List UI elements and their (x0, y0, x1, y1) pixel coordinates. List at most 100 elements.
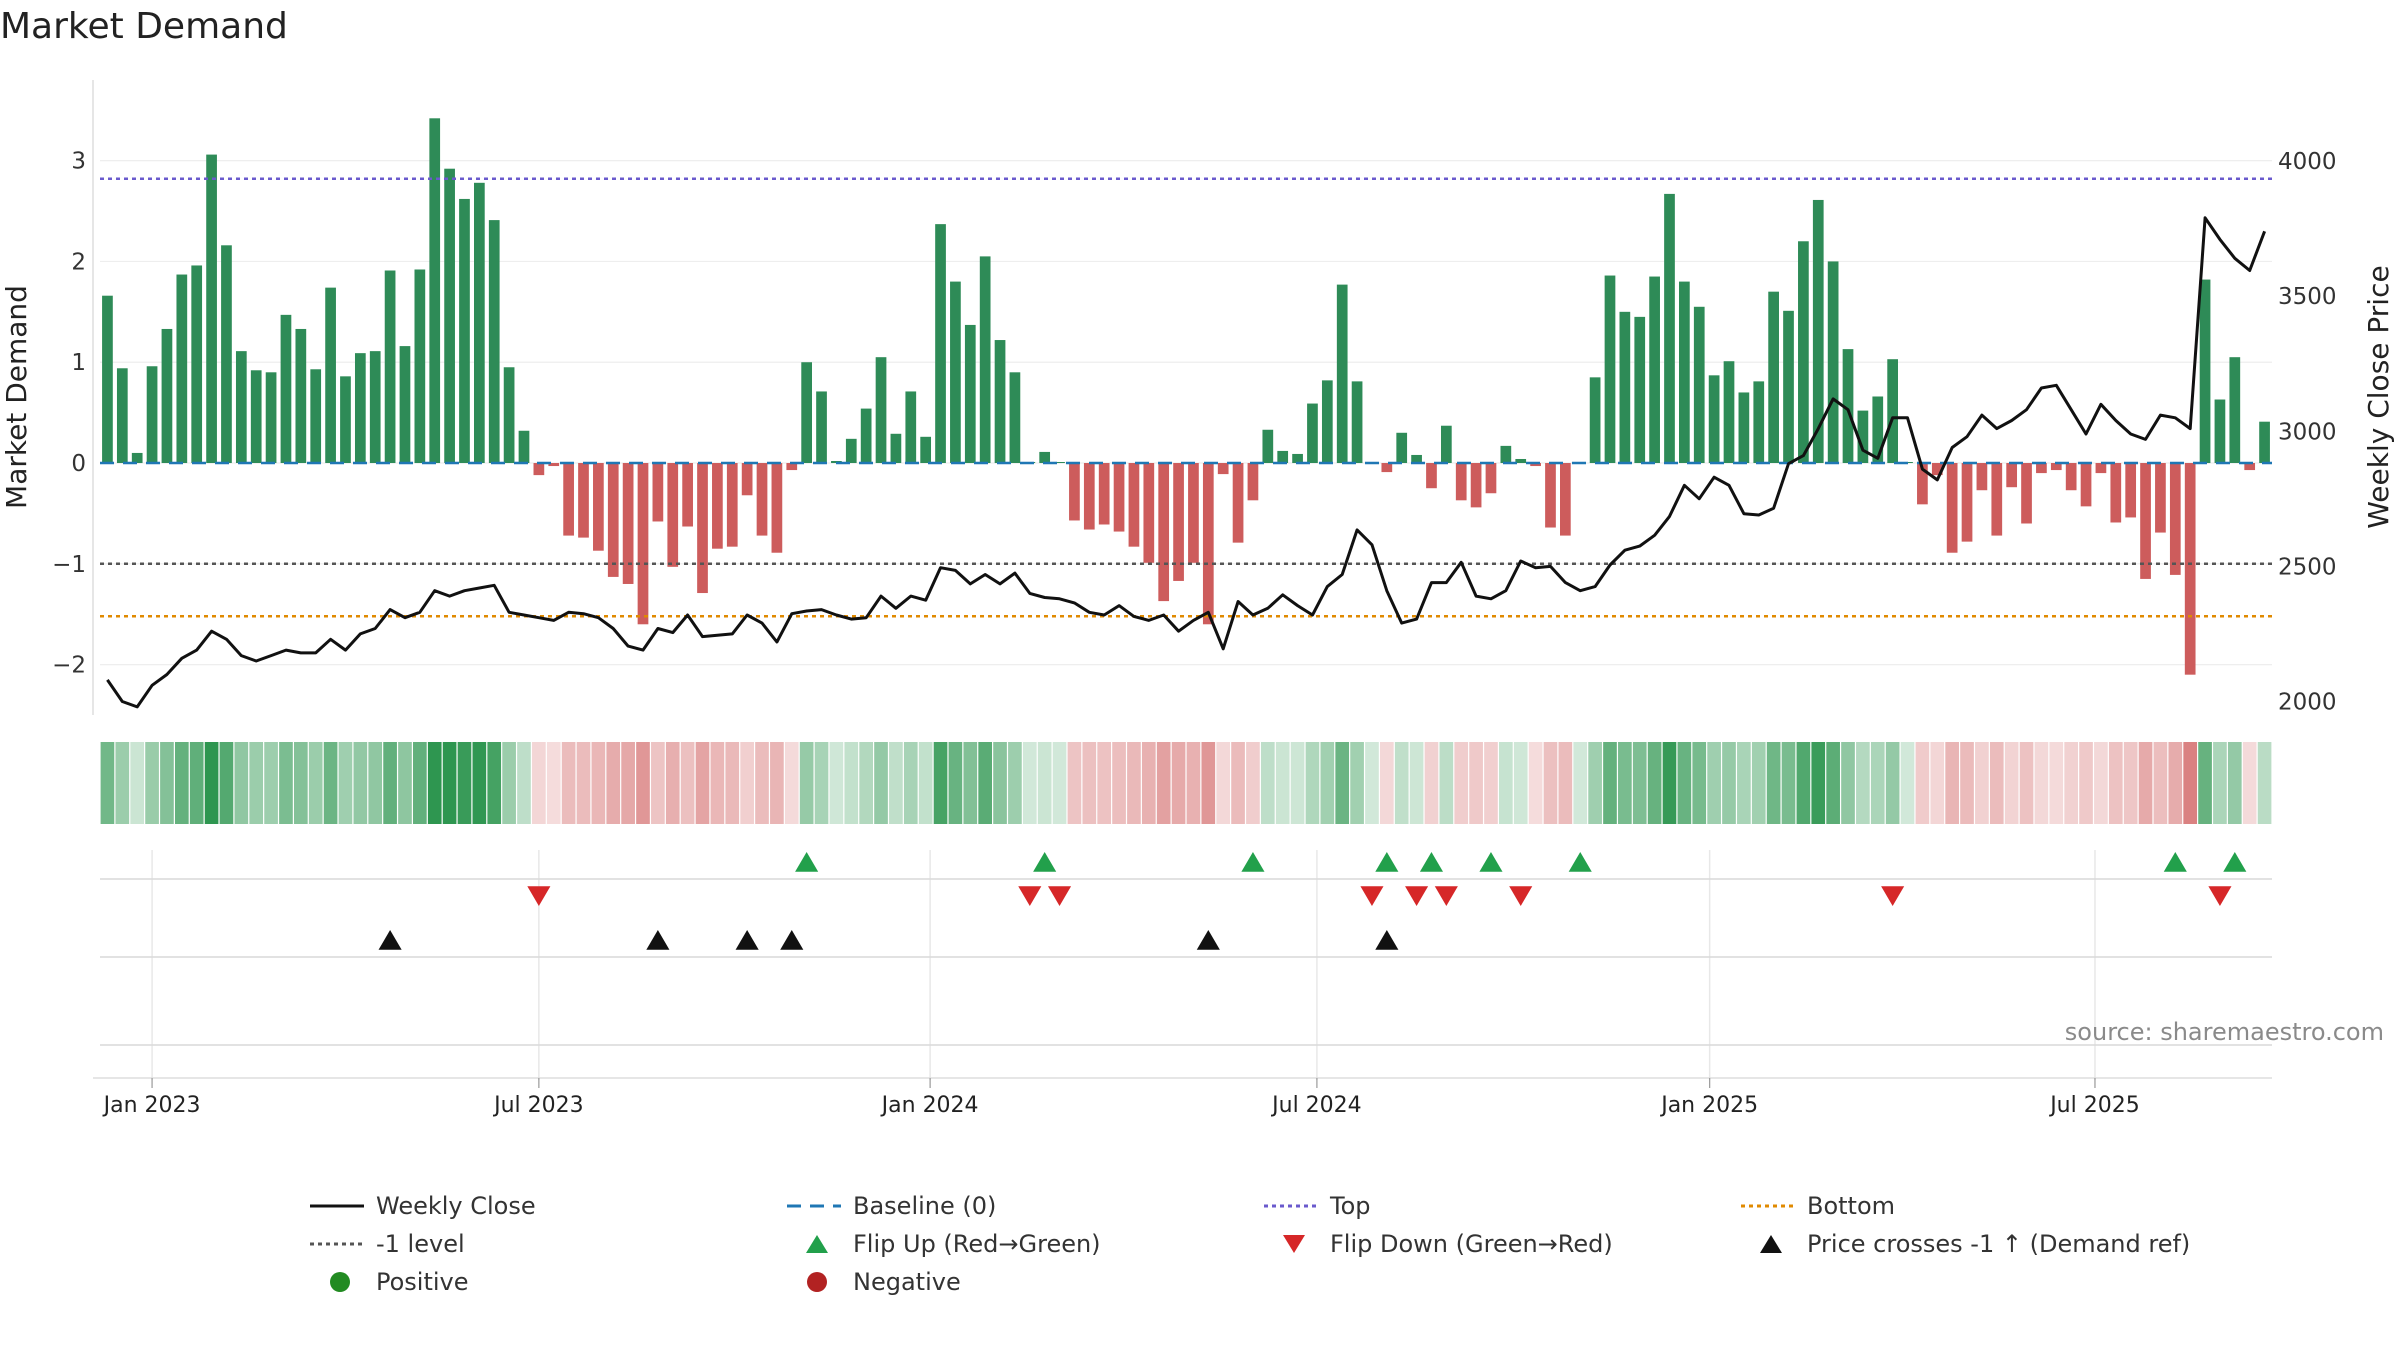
demand-bar (1857, 410, 1869, 464)
demand-bar (176, 274, 188, 464)
demand-bar (622, 463, 634, 584)
heat-cell (2153, 742, 2168, 824)
demand-bar (1396, 432, 1408, 464)
heat-cell (799, 742, 814, 824)
heat-cell (1960, 742, 1974, 824)
demand-bar (2065, 463, 2077, 491)
demand-bar (816, 391, 827, 464)
demand-bar (280, 314, 292, 464)
heat-cell (829, 742, 844, 824)
demand-bar (1649, 276, 1660, 464)
heat-cell (621, 742, 635, 824)
demand-bar (920, 436, 932, 464)
demand-bar (399, 346, 411, 464)
flip-up-marker (2163, 852, 2187, 872)
flip-up-marker (2223, 852, 2247, 872)
demand-bar (2021, 463, 2032, 524)
demand-bar (1470, 463, 1482, 508)
heat-cell (1260, 742, 1275, 824)
heat-cell (1484, 742, 1498, 824)
heat-cell (993, 742, 1007, 824)
flip-up-marker (1568, 852, 1592, 872)
heat-cell (710, 742, 725, 824)
heat-cell (1900, 742, 1915, 824)
demand-bar (1812, 199, 1824, 464)
y-tick-label: 0 (71, 451, 86, 477)
heat-cell (2049, 742, 2064, 824)
x-tick-label: Jan 2024 (880, 1093, 979, 1118)
heat-cell (978, 742, 993, 824)
demand-bar (2244, 463, 2256, 471)
demand-bar (131, 452, 143, 464)
heat-cell (1112, 742, 1126, 824)
demand-bar (1500, 445, 1512, 464)
heat-cell (933, 742, 948, 824)
demand-bar (1039, 451, 1051, 464)
demand-bar (2110, 463, 2122, 523)
demand-bar (310, 369, 322, 464)
demand-bar (607, 463, 619, 577)
heat-cell (963, 742, 978, 824)
demand-bar (146, 366, 158, 464)
heat-cell (2257, 742, 2272, 824)
heat-cell (472, 742, 487, 824)
page-title: Market Demand (0, 6, 288, 47)
demand-bar (860, 408, 872, 464)
demand-bar (206, 154, 217, 464)
heat-cell (814, 742, 829, 824)
heat-cell (219, 742, 234, 824)
flip-down-marker (1360, 886, 1384, 906)
flip-down-marker (1405, 886, 1429, 906)
x-tick-label: Jan 2025 (1659, 1093, 1758, 1118)
flip-up-marker (795, 852, 819, 872)
y2-tick-label: 3000 (2278, 419, 2337, 445)
x-tick-label: Jan 2023 (102, 1093, 201, 1118)
demand-bar (1842, 349, 1854, 464)
price-cross-marker (780, 930, 804, 950)
demand-bar (935, 224, 946, 464)
heat-cell (1320, 742, 1335, 824)
demand-bar (2095, 463, 2107, 474)
heat-cell (680, 742, 695, 824)
demand-bar (1619, 311, 1631, 464)
demand-bar (2199, 279, 2211, 464)
demand-bar (1247, 463, 1259, 501)
heat-cell (1632, 742, 1647, 824)
demand-bar (964, 324, 976, 464)
heat-cell (1826, 742, 1840, 824)
demand-bar (235, 351, 247, 464)
demand-bar (369, 351, 381, 464)
heat-cell (1231, 742, 1245, 824)
demand-bar (384, 270, 396, 464)
demand-bar (1723, 361, 1735, 464)
heat-cell (1379, 742, 1394, 824)
grid-layer (100, 160, 2272, 1080)
heat-cell (1216, 742, 1231, 824)
demand-bars (102, 118, 2270, 675)
heat-cell (1097, 742, 1112, 824)
heat-cell (606, 742, 621, 824)
flip-up-marker (1241, 852, 1265, 872)
heat-cell (2183, 742, 2198, 824)
heat-cell (517, 742, 531, 824)
heat-cell (1008, 742, 1022, 824)
flip-up-marker (1033, 852, 1057, 872)
heat-cell (1781, 742, 1796, 824)
heat-cell (1513, 742, 1528, 824)
heat-cell (338, 742, 353, 824)
demand-bar (102, 295, 113, 464)
y-tick-label: 3 (71, 149, 86, 175)
heat-cell (1037, 742, 1052, 824)
price-cross-marker (646, 930, 670, 950)
y2-tick-label: 2000 (2278, 689, 2337, 715)
heat-cell (2123, 742, 2138, 824)
heat-cell (1722, 742, 1736, 824)
weekly-close-line (106, 216, 2267, 709)
demand-bar (340, 376, 351, 464)
demand-bar (161, 328, 173, 464)
heat-cell (546, 742, 561, 824)
price-cross-marker (1196, 930, 1220, 950)
heat-cell (1558, 742, 1573, 824)
heat-cell (1127, 742, 1141, 824)
demand-bar (1158, 463, 1170, 602)
